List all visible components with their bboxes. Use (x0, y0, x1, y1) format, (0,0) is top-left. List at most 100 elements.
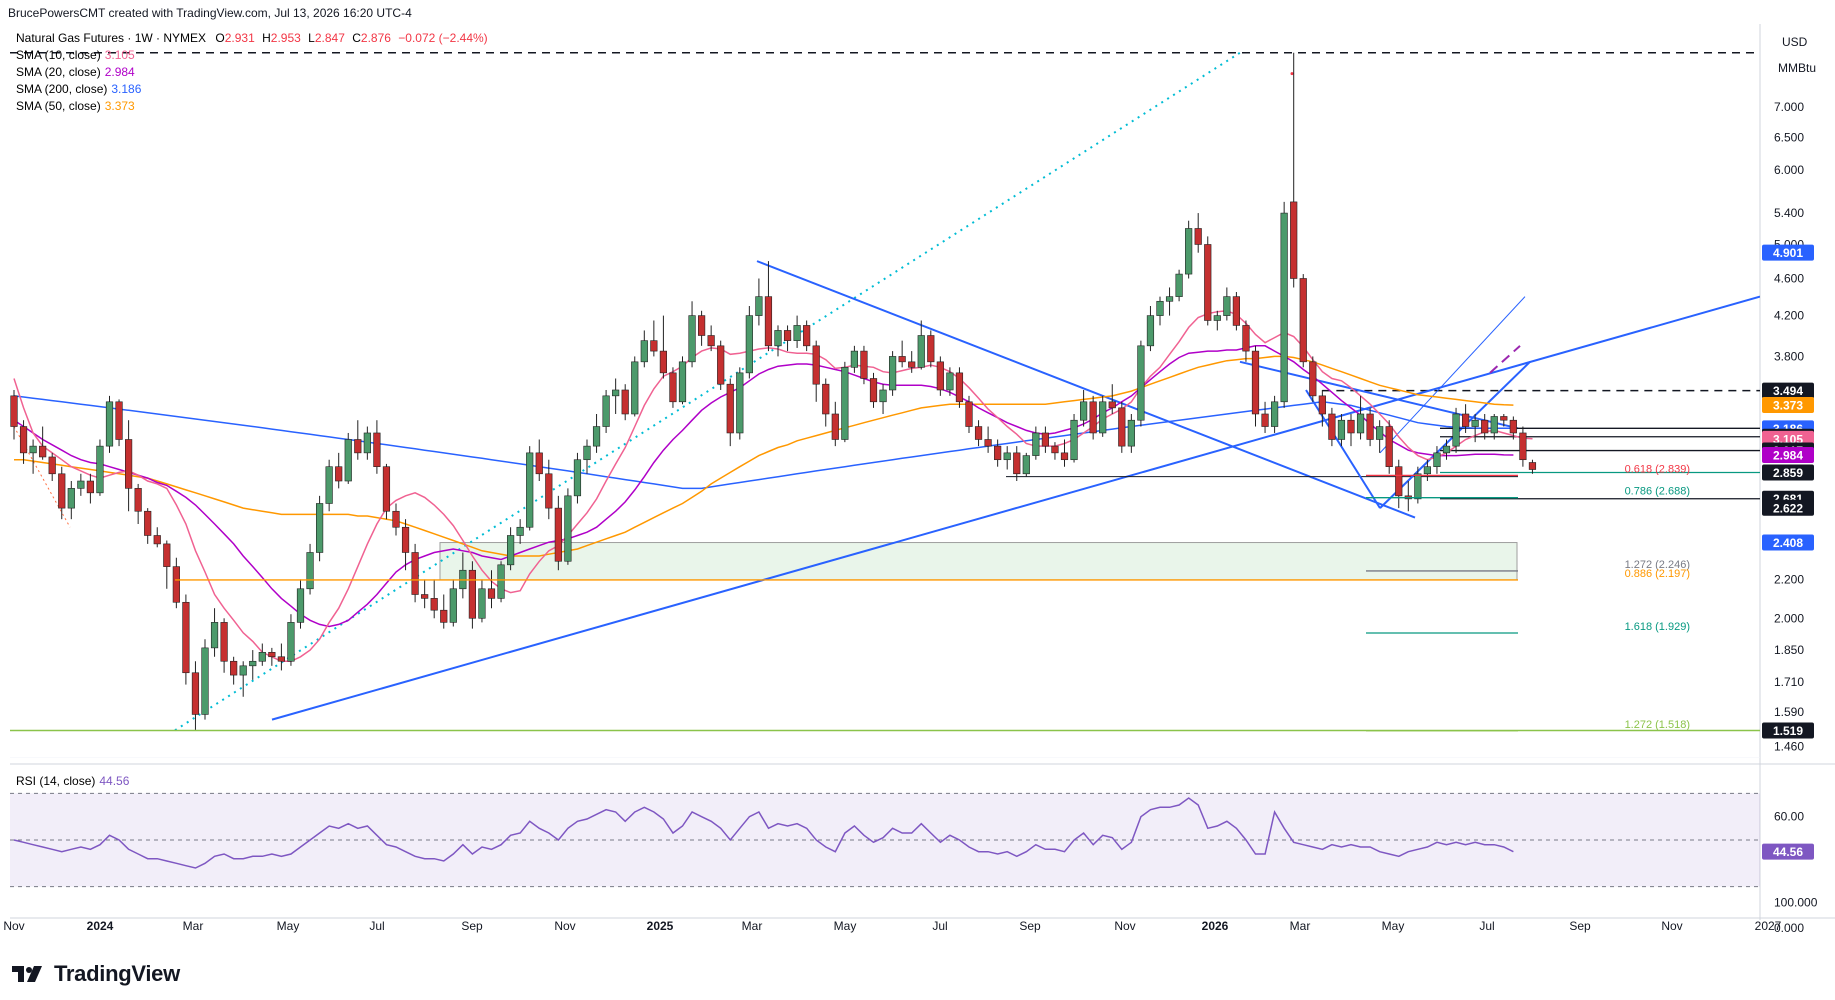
price-tag-label: 2.859 (1773, 466, 1803, 480)
candle (564, 488, 572, 565)
candle-body (1500, 416, 1508, 421)
high-value: 2.953 (271, 31, 301, 45)
trendline-drawings[interactable] (10, 51, 1760, 732)
candle-body (306, 552, 314, 590)
candle (296, 579, 305, 629)
candle (631, 356, 639, 417)
candle-body (545, 473, 553, 509)
candle-body (755, 296, 763, 316)
candle-body (1519, 432, 1527, 461)
candle (1509, 416, 1517, 440)
candle-body (1080, 401, 1088, 421)
candle (1280, 201, 1288, 408)
candle (774, 325, 782, 357)
candle (1261, 401, 1269, 433)
time-tick-label: Mar (1290, 919, 1311, 933)
candle-body (564, 495, 572, 562)
price-tick-label: 6.000 (1774, 163, 1804, 177)
candle-body (994, 445, 1002, 461)
candle-body (144, 510, 152, 536)
candle (1309, 356, 1317, 402)
candle-body (1442, 445, 1451, 454)
symbol-ohlc-line: Natural Gas Futures · 1W · NYMEX O2.931 … (16, 31, 488, 45)
candle (583, 439, 591, 474)
candle-body (430, 598, 438, 611)
currency-label: USD (1782, 35, 1808, 49)
candle-body (325, 466, 333, 504)
time-axis[interactable]: Nov 2024 Mar May Jul Sep Nov 2025 Mar May Jul Sep No… (3, 919, 1781, 933)
candle (1204, 236, 1212, 326)
price-axis[interactable]: 7.0006.5006.0005.4005.0004.6004.2003.800… (1762, 100, 1814, 754)
candle-body (1376, 426, 1384, 440)
candle-body (449, 588, 457, 623)
sma10-line (13, 310, 1533, 663)
price-tag: 2.622 (1762, 499, 1814, 516)
candle (736, 367, 744, 440)
fib-label: 1.618 (1.929) (1625, 621, 1690, 633)
candle-body (822, 383, 830, 415)
candle (850, 345, 858, 373)
candle-body (1433, 452, 1441, 467)
candle (1366, 407, 1374, 447)
candle (612, 378, 620, 414)
candle-body (783, 330, 792, 341)
support-zone (439, 542, 1518, 581)
candle-body (172, 566, 180, 603)
candle-body (1146, 315, 1155, 347)
candle (478, 579, 486, 623)
candle (1500, 413, 1508, 427)
candle-body (1013, 452, 1021, 475)
candle-body (1299, 278, 1307, 363)
candle-body (1118, 407, 1126, 447)
rsi-pane: 60.00 100.000 0.000 44.56 (10, 792, 1818, 935)
candle-body (621, 389, 629, 415)
high-label: H (262, 31, 271, 45)
candle-body (908, 361, 916, 368)
candle-body (688, 315, 696, 363)
candle (421, 579, 429, 609)
candle (134, 483, 142, 524)
candle (1442, 439, 1451, 460)
candle (1337, 413, 1346, 447)
candle (1271, 395, 1279, 433)
price-tag-label: 2.984 (1773, 449, 1803, 463)
candle-body (58, 473, 66, 509)
sma200-line (13, 395, 1514, 490)
fib-label: 0.618 (2.839) (1625, 463, 1690, 475)
candle-body (764, 296, 773, 347)
candle-body (1318, 395, 1326, 415)
time-tick-label: Nov (1114, 919, 1135, 933)
candle-body (1490, 416, 1498, 434)
chart-legend: Natural Gas Futures · 1W · NYMEX O2.931 … (16, 31, 1816, 788)
price-tag-box (1762, 382, 1814, 399)
candle (86, 473, 94, 504)
candle-body (1395, 466, 1403, 497)
candle-body (793, 325, 801, 341)
marker-dot (1290, 72, 1294, 76)
candle (526, 446, 534, 531)
chart-canvas[interactable]: 0.618 (2.839)0.786 (2.688)1.272 (2.246)0… (0, 0, 1835, 960)
candle-body (1175, 273, 1183, 297)
candle (430, 579, 438, 619)
candle (287, 614, 295, 666)
close-label: C (352, 31, 361, 45)
candle-body (1232, 296, 1240, 326)
candle (1137, 340, 1145, 427)
time-tick-label: Jul (1479, 919, 1494, 933)
price-tag-label: 4.901 (1773, 246, 1803, 260)
fib-label: 1.272 (2.246) (1625, 559, 1690, 571)
candle (354, 420, 362, 460)
tradingview-brand[interactable]: TradingView (10, 960, 180, 988)
candle-body (717, 345, 725, 385)
candle-body (1251, 350, 1260, 415)
candle (1165, 287, 1174, 316)
time-tick-label: Sep (1569, 919, 1591, 933)
candle (115, 399, 123, 447)
projection-line (1489, 345, 1521, 374)
candle-body (678, 361, 687, 403)
candle-body (392, 510, 400, 528)
candle (917, 320, 925, 370)
candle (592, 413, 601, 453)
candle (29, 439, 37, 474)
candle (1080, 389, 1088, 427)
